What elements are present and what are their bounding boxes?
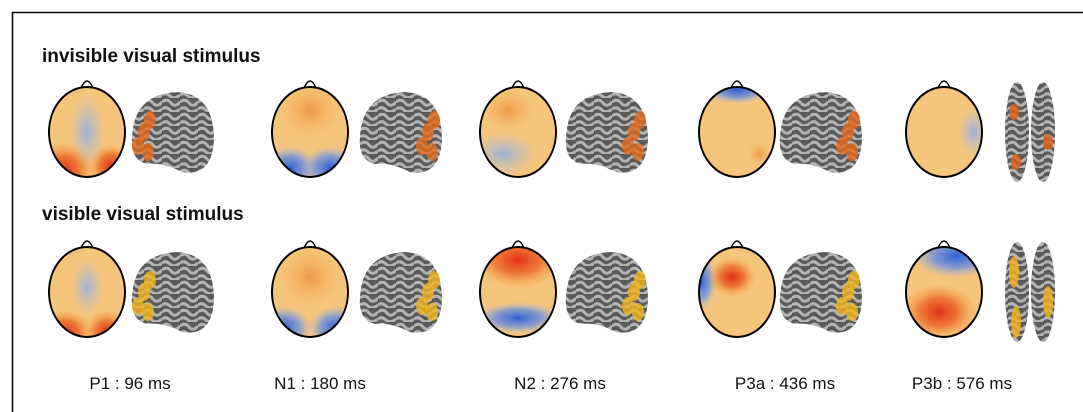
activation (848, 271, 860, 289)
activation (426, 303, 438, 321)
brain (1031, 82, 1055, 182)
row-label: visible visual stimulus (42, 204, 244, 225)
potential (71, 259, 103, 315)
potential (31, 142, 95, 198)
activation (426, 143, 438, 161)
potential (912, 234, 1000, 278)
potential (480, 88, 536, 132)
potential (256, 306, 312, 350)
potential (703, 76, 771, 104)
potential (308, 306, 364, 350)
component-label: P3a : 436 ms (735, 374, 835, 393)
potential (958, 106, 990, 158)
activation (634, 271, 646, 289)
topomap (906, 87, 990, 177)
activation (428, 271, 440, 289)
topomap (469, 87, 556, 177)
activation (1011, 306, 1021, 338)
activation (634, 111, 646, 129)
activation (1011, 154, 1021, 170)
activation (846, 303, 858, 321)
potential (37, 310, 93, 354)
activation (142, 143, 154, 161)
potential (708, 257, 756, 297)
figure: invisible visual stimulus visible visual… (0, 0, 1083, 412)
activation (1009, 256, 1019, 288)
activation (428, 111, 440, 129)
component-label: P3b : 576 ms (912, 374, 1012, 393)
topomap (262, 80, 358, 190)
potential (85, 310, 129, 354)
activation (1043, 286, 1053, 318)
component-label: N2 : 276 ms (514, 374, 606, 393)
potential (278, 80, 342, 140)
activation (846, 143, 858, 161)
potential (302, 146, 358, 190)
activation (848, 111, 860, 129)
activation (1009, 104, 1019, 120)
potential (901, 284, 977, 340)
activation (144, 271, 156, 289)
potential (469, 132, 537, 176)
activation (144, 111, 156, 129)
activation (632, 143, 644, 161)
row-label: invisible visual stimulus (42, 46, 261, 67)
topomap (901, 234, 1000, 340)
component-label: P1 : 96 ms (89, 374, 170, 393)
potential (747, 142, 771, 166)
topomap (699, 76, 775, 177)
activation (1043, 134, 1053, 150)
activation (632, 303, 644, 321)
activation (142, 303, 154, 321)
component-label: N1 : 180 ms (274, 374, 366, 393)
